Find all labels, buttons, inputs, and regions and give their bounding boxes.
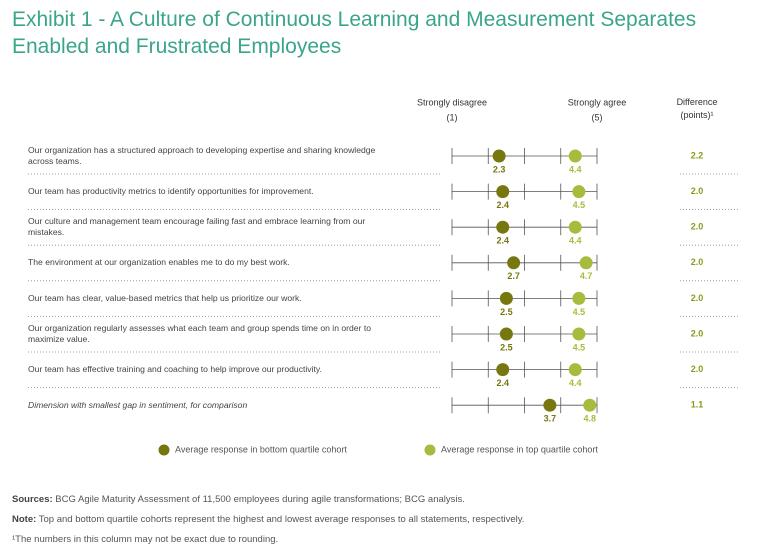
legend-label: Average response in bottom quartile coho… [175,444,347,454]
difference-value: 2.0 [691,293,704,303]
row-label: Our team has clear, value-based metrics … [28,292,302,303]
dot [583,398,597,412]
value-label: 4.4 [569,236,582,246]
row-label: Our organization has a structured approa… [28,145,376,166]
chart: Strongly disagree (1) Strongly agree (5) Dif… [28,97,738,456]
difference-value: 2.2 [691,150,704,160]
dot [496,363,510,377]
dot [492,149,506,163]
row-label: The environment at our organization enab… [28,257,290,268]
dot [568,149,582,163]
note-label: Note: [12,514,37,525]
chart-title: Exhibit 1 - A Culture of Continuous Lear… [12,8,697,58]
row-label: Our culture and management team encourag… [28,216,366,238]
axis-high-value: (5) [592,112,603,122]
difference-value: 2.0 [691,257,704,267]
note: Note: Top and bottom quartile cohorts re… [12,510,752,530]
sources: Sources: BCG Agile Maturity Assessment o… [12,490,752,510]
value-label: 4.4 [569,378,582,388]
dot [499,327,513,341]
row-label: Dimension with smallest gap in sentiment… [28,399,248,410]
value-label: 3.7 [544,414,557,424]
dot [496,220,510,234]
value-label: 4.4 [569,164,582,174]
dot [568,363,582,377]
dot [572,185,586,199]
difference-value: 2.0 [691,328,704,338]
axis-low-label: Strongly disagree [417,97,487,107]
value-label: 2.7 [507,271,520,281]
dot [543,398,557,412]
value-label: 2.4 [496,378,509,388]
value-label: 2.5 [500,342,513,352]
sources-text: BCG Agile Maturity Assessment of 11,500 … [55,494,465,505]
dot [568,220,582,234]
legend-swatch [424,444,436,456]
value-label: 4.8 [583,414,596,424]
footnote: ¹The numbers in this column may not be e… [12,534,279,545]
value-label: 4.5 [573,200,586,210]
row-label: Our team has productivity metrics to ide… [28,186,314,197]
difference-value: 2.0 [691,364,704,374]
value-label: 2.3 [493,164,506,174]
value-label: 2.4 [496,236,509,246]
legend-label: Average response in top quartile cohort [441,444,598,454]
dot [572,327,586,341]
axis-high-label: Strongly agree [568,97,627,107]
axis-low-value: (1) [447,112,458,122]
difference-header: Difference (points)¹ [677,97,718,120]
value-label: 4.7 [580,271,593,281]
row-label: Our team has effective training and coac… [28,364,322,375]
difference-value: 2.0 [691,222,704,232]
value-label: 4.5 [573,307,586,317]
note-text: Top and bottom quartile cohorts represen… [38,514,525,525]
legend-swatch [158,444,170,456]
value-label: 4.5 [573,342,586,352]
value-label: 2.4 [496,200,509,210]
dot [507,256,521,270]
difference-value: 1.1 [691,400,704,410]
difference-value: 2.0 [691,186,704,196]
sources-label: Sources: [12,494,53,505]
dot [579,256,593,270]
dot [572,291,586,305]
dot [496,185,510,199]
row-label: Our organization regularly assesses what… [28,323,371,344]
value-label: 2.5 [500,307,513,317]
footer: Sources: BCG Agile Maturity Assessment o… [12,490,752,550]
dot [499,291,513,305]
